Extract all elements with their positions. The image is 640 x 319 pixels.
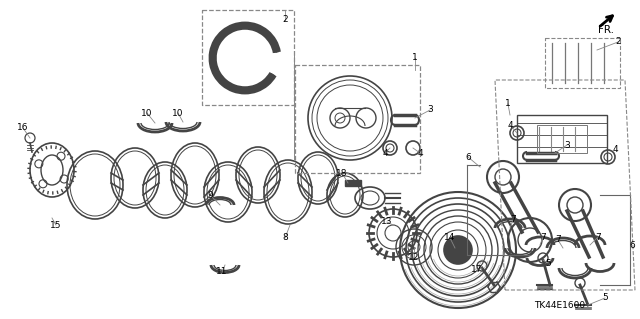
Text: 7: 7 <box>555 235 561 244</box>
Bar <box>545 38 620 88</box>
Text: 13: 13 <box>381 218 393 226</box>
Text: 11: 11 <box>216 268 228 277</box>
Bar <box>537 125 587 153</box>
Text: 3: 3 <box>564 140 570 150</box>
Text: 7: 7 <box>595 233 601 241</box>
Text: 4: 4 <box>507 121 513 130</box>
Bar <box>345 180 361 186</box>
Bar <box>517 115 607 163</box>
Text: 16: 16 <box>17 123 29 132</box>
Text: 15: 15 <box>51 220 61 229</box>
Text: 6: 6 <box>629 241 635 249</box>
Text: 4: 4 <box>417 149 423 158</box>
Text: 3: 3 <box>427 106 433 115</box>
Text: 7: 7 <box>540 233 546 241</box>
Text: 8: 8 <box>282 234 288 242</box>
Text: 18: 18 <box>336 168 348 177</box>
Text: 2: 2 <box>615 38 621 47</box>
Text: 17: 17 <box>471 265 483 275</box>
Text: 9: 9 <box>207 190 213 199</box>
Text: 1: 1 <box>412 54 418 63</box>
Text: FR.: FR. <box>598 25 614 35</box>
Bar <box>295 65 420 173</box>
Text: 12: 12 <box>408 254 420 263</box>
Bar <box>202 10 294 105</box>
Text: 10: 10 <box>141 108 153 117</box>
Text: 1: 1 <box>505 100 511 108</box>
Text: 5: 5 <box>602 293 608 302</box>
Text: 5: 5 <box>545 258 551 268</box>
Circle shape <box>444 236 472 264</box>
Text: 4: 4 <box>382 149 388 158</box>
Text: 10: 10 <box>172 108 184 117</box>
Text: TK44E1600: TK44E1600 <box>534 300 586 309</box>
Text: 6: 6 <box>465 152 471 161</box>
Text: 14: 14 <box>444 234 456 242</box>
Text: 4: 4 <box>612 145 618 154</box>
Text: 2: 2 <box>282 16 288 25</box>
Text: 7: 7 <box>510 216 516 225</box>
